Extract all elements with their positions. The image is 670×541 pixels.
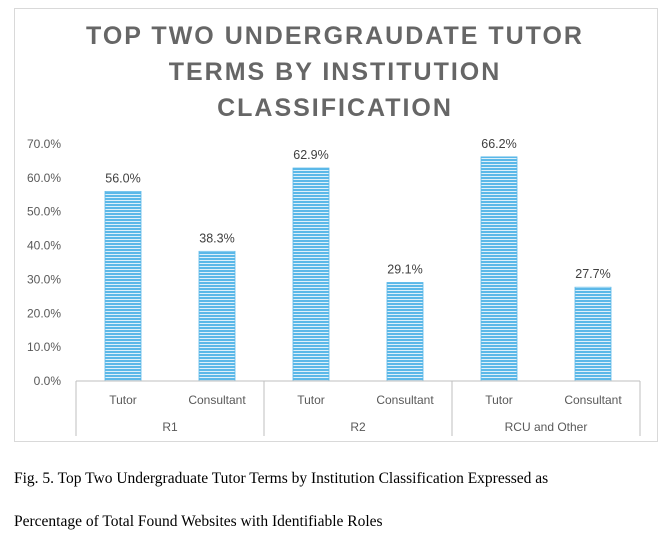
- bar: [198, 250, 236, 382]
- bar: [386, 282, 424, 382]
- bar: [480, 156, 518, 382]
- y-tick-label: 40.0%: [27, 239, 61, 253]
- x-category-label: Consultant: [376, 393, 434, 407]
- y-tick-label: 70.0%: [27, 137, 61, 151]
- x-category-label: Tutor: [109, 393, 137, 407]
- figure-caption-line-2: Percentage of Total Found Websites with …: [14, 513, 383, 530]
- x-group-label: RCU and Other: [505, 420, 588, 434]
- y-tick-label: 0.0%: [34, 374, 62, 388]
- chart-title: TOP TWO UNDERGRAUDATE TUTOR TERMS BY INS…: [0, 18, 670, 126]
- x-category-label: Tutor: [485, 393, 513, 407]
- chart-title-line: TOP TWO UNDERGRAUDATE TUTOR: [86, 22, 584, 50]
- bar-chart: 0.0% 10.0% 20.0% 30.0% 40.0% 50.0% 60.0% 70.0% 5…: [27, 137, 641, 436]
- x-group-label: R1: [162, 420, 178, 434]
- y-tick-label: 20.0%: [27, 306, 61, 320]
- x-category-label: Consultant: [564, 393, 622, 407]
- x-group-label: R2: [350, 420, 366, 434]
- chart-title-line: TERMS BY INSTITUTION: [168, 58, 502, 86]
- bar: [292, 167, 330, 382]
- bar: [104, 190, 142, 382]
- y-tick-label: 60.0%: [27, 171, 61, 185]
- x-category-label: Tutor: [297, 393, 325, 407]
- data-label: 56.0%: [105, 171, 140, 185]
- x-category-label: Consultant: [188, 393, 246, 407]
- data-label: 66.2%: [481, 137, 516, 151]
- y-tick-label: 30.0%: [27, 272, 61, 286]
- chart-title-line: CLASSIFICATION: [217, 94, 453, 122]
- data-label: 62.9%: [293, 148, 328, 162]
- data-label: 29.1%: [387, 262, 422, 276]
- figure-caption-line-1: Fig. 5. Top Two Undergraduate Tutor Term…: [14, 470, 549, 487]
- y-tick-label: 10.0%: [27, 340, 61, 354]
- bar: [574, 286, 612, 382]
- y-tick-label: 50.0%: [27, 205, 61, 219]
- data-label: 27.7%: [575, 267, 610, 281]
- data-label: 38.3%: [199, 231, 234, 245]
